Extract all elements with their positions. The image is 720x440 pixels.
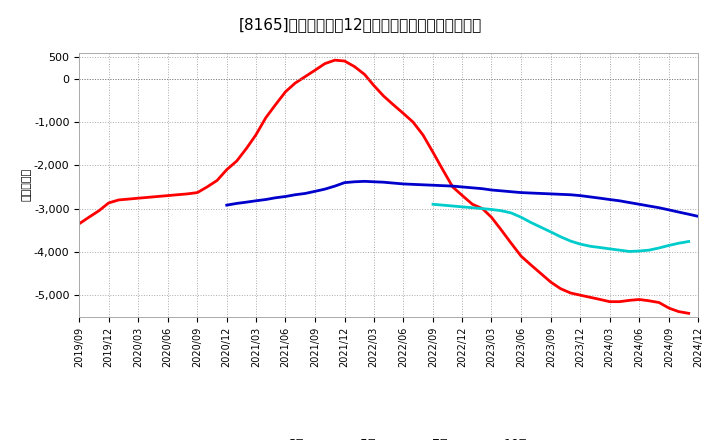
- Y-axis label: （百万円）: （百万円）: [21, 168, 31, 202]
- Text: [8165]　当期純利益12か月移動合計の平均値の推移: [8165] 当期純利益12か月移動合計の平均値の推移: [238, 18, 482, 33]
- Legend: 3年, 5年, 7年, 10年: 3年, 5年, 7年, 10年: [246, 433, 532, 440]
